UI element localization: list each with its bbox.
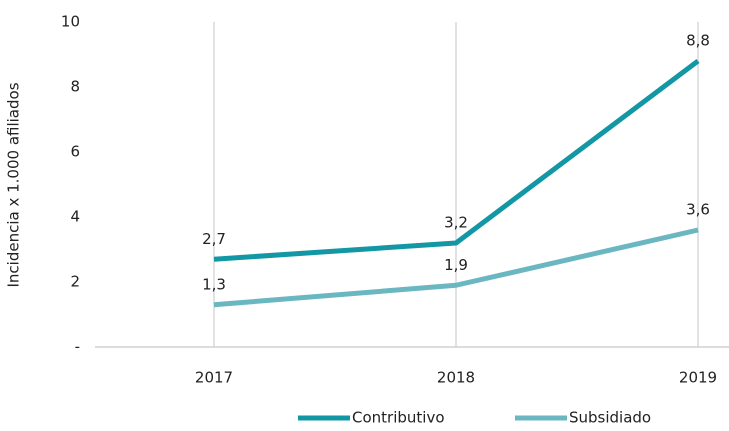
- data-label: 3,6: [686, 201, 710, 219]
- x-tick-label: 2018: [437, 369, 475, 387]
- line: [213, 227, 699, 308]
- y-tick-label: 6: [70, 143, 80, 161]
- y-tick-label: 10: [61, 13, 80, 31]
- data-label: 1,9: [444, 256, 468, 274]
- line: [213, 59, 700, 262]
- y-tick-label: 4: [70, 208, 80, 226]
- data-label: 2,7: [202, 230, 226, 248]
- data-label: 3,2: [444, 214, 468, 232]
- x-tick-label: 2019: [679, 369, 717, 387]
- y-axis-label: Incidencia x 1.000 afiliados: [5, 82, 23, 287]
- y-tick-label: 2: [70, 273, 80, 291]
- data-label: 8,8: [686, 32, 710, 50]
- y-tick-label: 8: [70, 78, 80, 96]
- x-tick-label: 2017: [195, 369, 233, 387]
- y-tick-label: -: [75, 338, 80, 356]
- legend-label: Subsidiado: [569, 409, 651, 427]
- legend-label: Contributivo: [352, 409, 445, 427]
- data-label: 1,3: [202, 275, 226, 293]
